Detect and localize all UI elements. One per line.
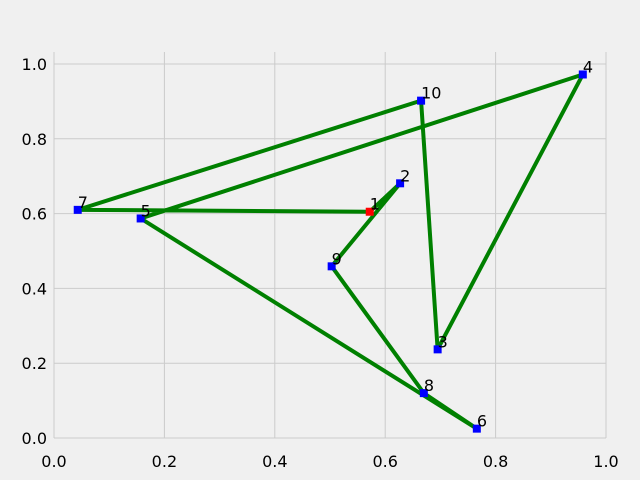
point-label: 10 (421, 84, 441, 103)
x-tick-label: 0.8 (483, 452, 508, 471)
point-label: 7 (78, 193, 88, 212)
point-labels: 1 2 3 4 5 6 7 8 9 10 (78, 57, 593, 430)
point-label: 6 (477, 412, 487, 431)
point-label: 3 (438, 332, 448, 351)
point-label: 4 (583, 57, 593, 76)
x-tick-label: 0.4 (262, 452, 287, 471)
point-marker (433, 345, 442, 354)
axis-ticks: 0.0 0.2 0.4 0.6 0.8 1.0 0.0 0.2 0.4 0.6 0.8 1.0 (22, 55, 619, 471)
start-point-marker (365, 207, 374, 216)
y-tick-label: 0.4 (22, 279, 47, 298)
grid (53, 52, 607, 439)
y-tick-label: 0.8 (22, 130, 47, 149)
route-line (75, 72, 585, 431)
x-tick-label: 0.2 (152, 452, 177, 471)
point-label: 8 (424, 376, 434, 395)
x-tick-label: 0.0 (41, 452, 66, 471)
point-markers (73, 70, 587, 433)
point-marker (73, 205, 82, 214)
point-label: 1 (370, 195, 380, 214)
x-tick-label: 1.0 (593, 452, 618, 471)
point-marker (472, 424, 481, 433)
point-marker (578, 70, 587, 79)
y-tick-label: 0.6 (22, 205, 47, 224)
point-label: 2 (400, 166, 410, 185)
point-marker (396, 179, 405, 188)
route-path (75, 72, 585, 431)
point-label: 5 (141, 201, 151, 220)
point-marker (417, 96, 426, 105)
point-marker (419, 389, 428, 398)
y-tick-label: 0.0 (22, 429, 47, 448)
point-label: 9 (332, 249, 342, 268)
x-tick-label: 0.6 (372, 452, 397, 471)
point-marker (136, 214, 145, 223)
y-tick-label: 1.0 (22, 55, 47, 74)
point-marker (327, 262, 336, 271)
y-tick-label: 0.2 (22, 354, 47, 373)
